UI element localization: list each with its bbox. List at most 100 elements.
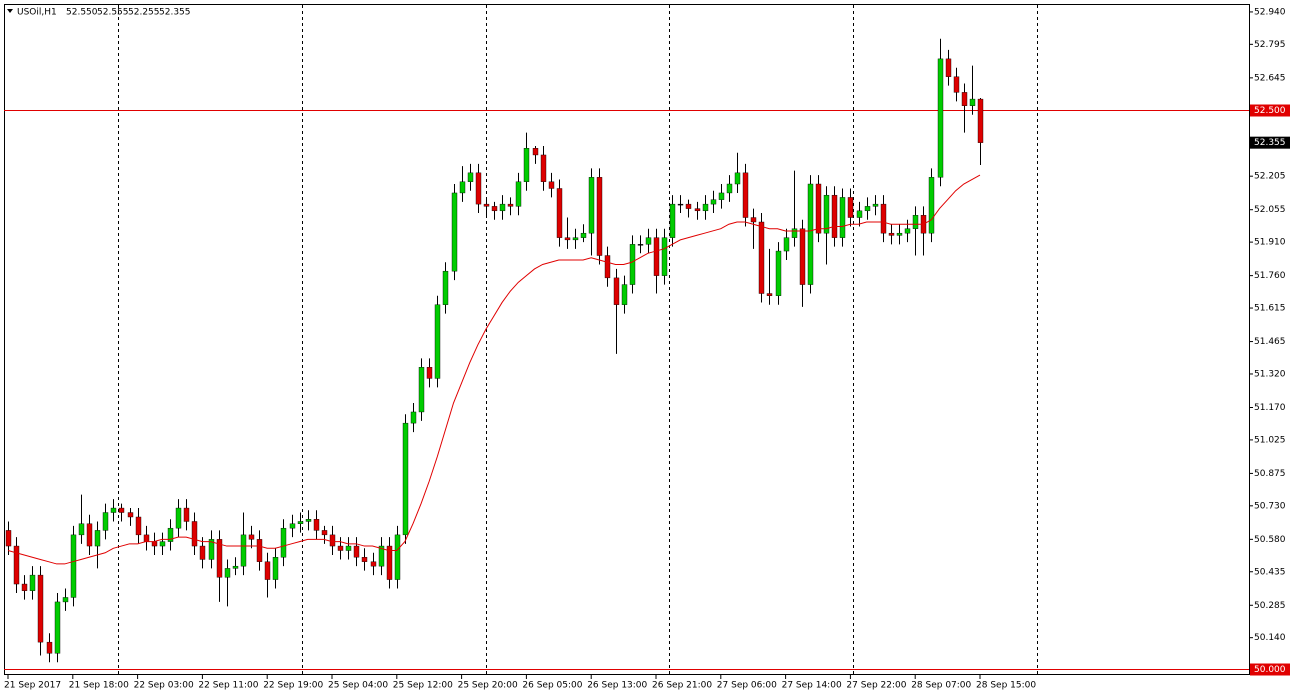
candle-body (912, 215, 919, 229)
candle-body (321, 530, 328, 536)
candle-body (653, 237, 660, 276)
candle-body (645, 237, 652, 245)
candle-body (750, 217, 757, 223)
candle-body (167, 527, 174, 542)
x-tick-label: 22 Sep 19:00 (263, 681, 323, 691)
candle-body (297, 521, 304, 524)
candle-body (677, 203, 684, 206)
y-tick-label: 52.205 (1254, 172, 1286, 182)
candle-body (613, 277, 620, 305)
candle-body (791, 228, 798, 238)
candle-body (580, 232, 587, 238)
candle-body (102, 512, 109, 531)
candle-body (475, 172, 482, 205)
candle-body (353, 545, 360, 558)
candle-body (159, 541, 166, 547)
y-tick-label: 52.645 (1254, 73, 1286, 83)
y-tick-label: 51.760 (1254, 271, 1286, 281)
y-tick-label: 50.435 (1254, 567, 1286, 577)
candle-body (216, 539, 223, 578)
candle-body (337, 545, 344, 551)
price-label: 50.000 (1254, 665, 1286, 675)
candle-body (459, 181, 466, 194)
candle-body (5, 530, 12, 547)
y-tick-label: 51.025 (1254, 435, 1286, 445)
x-tick-label: 21 Sep 18:00 (69, 681, 129, 691)
candle-body (280, 527, 287, 558)
candle-body (361, 557, 368, 562)
candle-body (710, 199, 717, 205)
candle-body (694, 208, 701, 212)
candle-body (240, 534, 247, 567)
candle-body (588, 177, 595, 234)
header-close: 52.355 (159, 8, 191, 18)
candle-body (94, 530, 101, 547)
candle-body (29, 574, 36, 591)
chart-title: USOil,H1 (17, 8, 57, 18)
candle-body (637, 244, 644, 246)
candle-body (499, 203, 506, 212)
candle-body (669, 203, 676, 238)
candle-body (977, 98, 984, 143)
candle-body (143, 534, 150, 542)
candle-body (305, 519, 312, 522)
candle-body (896, 232, 903, 236)
x-tick-label: 28 Sep 15:00 (976, 681, 1036, 691)
plot-frame (4, 4, 1250, 675)
candle-body (766, 293, 773, 296)
candle-body (823, 194, 830, 234)
x-tick-label: 22 Sep 03:00 (134, 681, 194, 691)
y-tick-label: 50.580 (1254, 535, 1286, 545)
candle-body (904, 228, 911, 234)
y-tick-label: 50.140 (1254, 633, 1286, 643)
candle-body (110, 507, 117, 513)
candle-body (515, 181, 522, 207)
candle-body (199, 545, 206, 560)
period-separators (118, 5, 1038, 675)
candle-body (442, 270, 449, 305)
x-tick-label: 26 Sep 13:00 (587, 681, 647, 691)
candle-body (183, 507, 190, 522)
candle-body (313, 519, 320, 531)
candle-body (483, 203, 490, 207)
y-tick-label: 50.285 (1254, 601, 1286, 611)
candle-body (807, 183, 814, 285)
x-tick-label: 26 Sep 05:00 (522, 681, 582, 691)
candle-body (799, 228, 806, 285)
candle-body (54, 601, 61, 654)
candle-body (556, 188, 563, 238)
candle-body (248, 534, 255, 540)
candle-body (815, 183, 822, 234)
x-tick-label: 26 Sep 21:00 (652, 681, 712, 691)
candle-body (264, 561, 271, 580)
candle-body (604, 255, 611, 279)
candle-body (175, 507, 182, 529)
candle-body (329, 534, 336, 547)
candle-body (345, 545, 352, 551)
candle-body (386, 545, 393, 580)
y-tick-label: 50.730 (1254, 501, 1286, 511)
candle-body (37, 574, 44, 643)
candle-body (21, 583, 28, 591)
candle-body (742, 172, 749, 218)
x-tick-label: 25 Sep 20:00 (458, 681, 518, 691)
candle-body (969, 98, 976, 106)
x-tick-label: 21 Sep 2017 (4, 681, 61, 691)
candle-body (718, 192, 725, 200)
candle-body (46, 641, 53, 654)
candle-body (272, 557, 279, 580)
candle-body (370, 561, 377, 567)
candle-body (888, 232, 895, 236)
candle-body (532, 148, 539, 156)
candle-body (507, 203, 514, 207)
candle-body (734, 172, 741, 185)
candle-body (78, 523, 85, 536)
candle-body (596, 177, 603, 256)
candle-body (451, 192, 458, 272)
candle-body (621, 284, 628, 305)
y-tick-label: 51.170 (1254, 403, 1286, 413)
candle-body (135, 516, 142, 536)
candle-body (402, 422, 409, 536)
candle-body (629, 244, 636, 285)
